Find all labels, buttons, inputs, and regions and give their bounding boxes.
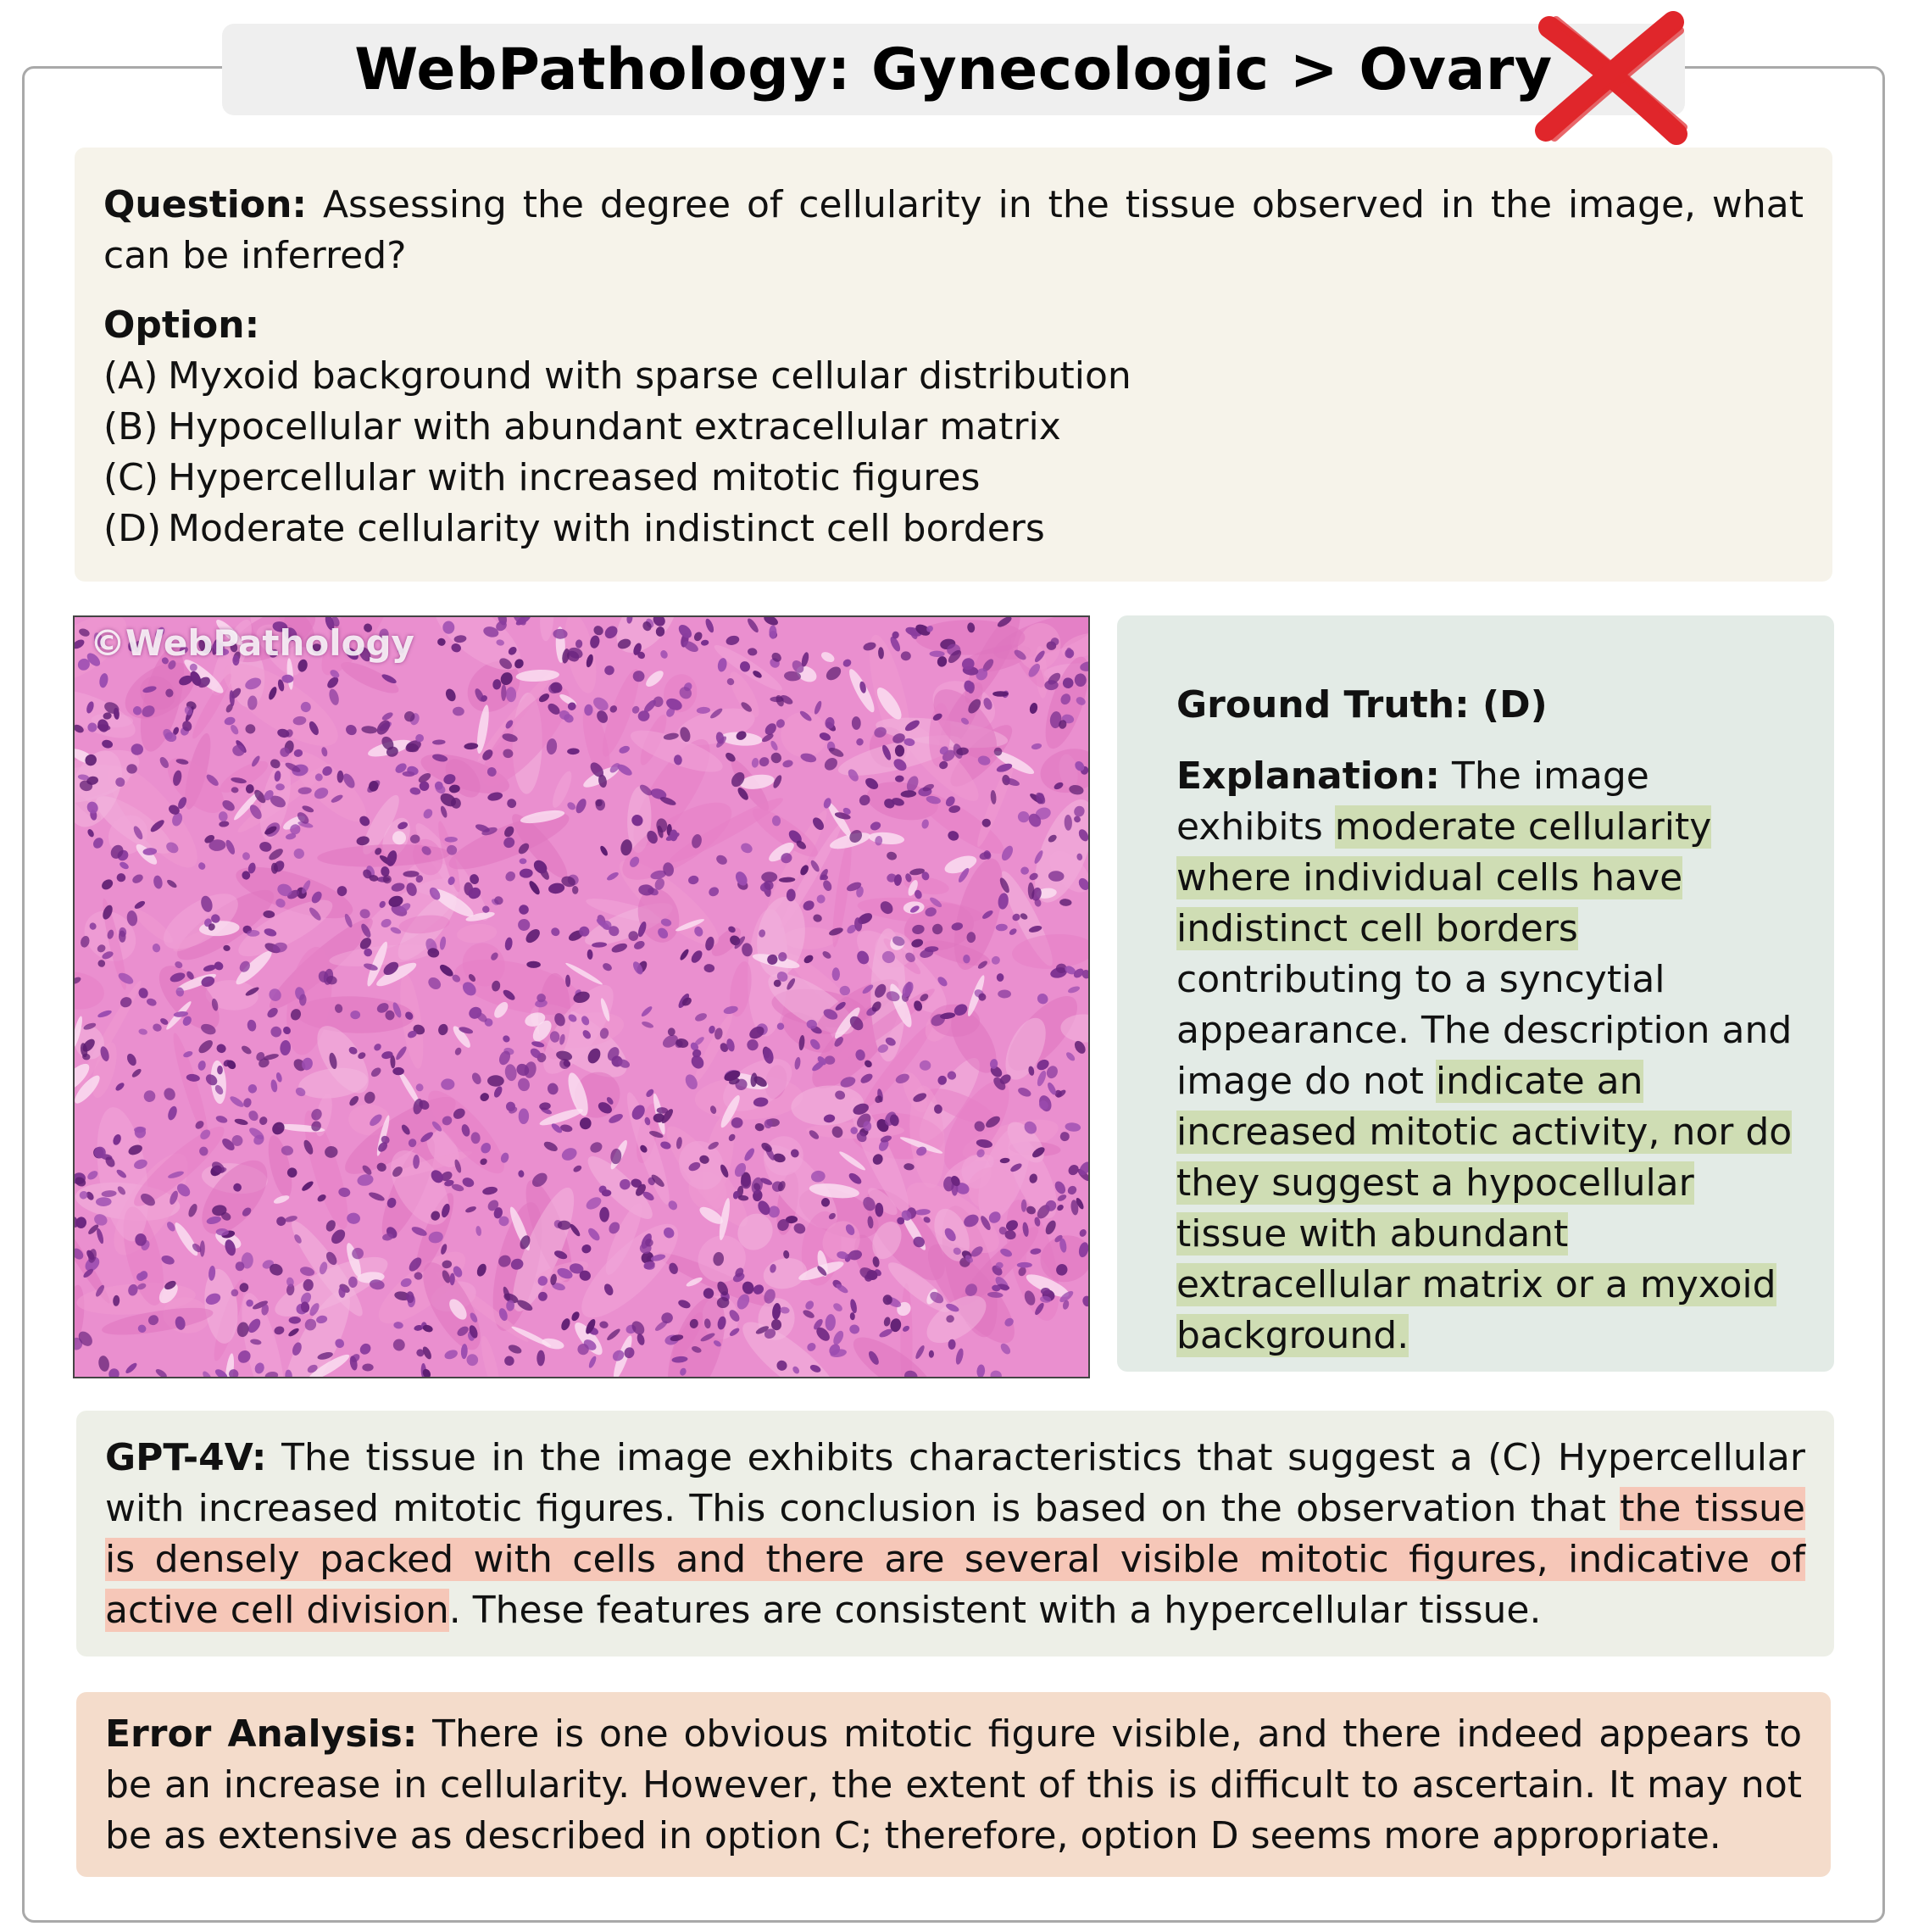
explanation-highlight: indicate an increased mitotic activity, … — [1176, 1060, 1793, 1357]
option-b: (B) Hypocellular with abundant extracellu… — [103, 402, 1804, 453]
ground-truth-label: Ground Truth: (D) — [1176, 680, 1800, 731]
image-watermark: ©WebPathology — [90, 622, 414, 664]
explanation-label: Explanation: — [1176, 754, 1440, 798]
option-a: (A) Myxoid background with sparse cellula… — [103, 351, 1804, 402]
question-panel: Question: Assessing the degree of cellul… — [75, 148, 1832, 582]
explanation-part: contributing to a syncytial appearance. … — [1176, 958, 1793, 1103]
gpt4v-part: . These features are consistent with a h… — [448, 1589, 1542, 1632]
option-key: (B) — [103, 405, 158, 448]
tissue-micrograph — [75, 617, 1088, 1377]
option-d: (D) Moderate cellularity with indistinct … — [103, 504, 1804, 554]
option-key: (D) — [103, 507, 162, 550]
error-analysis-panel: Error Analysis: There is one obvious mit… — [76, 1692, 1831, 1877]
title-bar: WebPathology: Gynecologic > Ovary — [222, 24, 1685, 115]
option-text: Hypocellular with abundant extracellular… — [168, 405, 1061, 448]
option-c: (C) Hypercellular with increased mitotic … — [103, 453, 1804, 504]
option-key: (A) — [103, 354, 158, 398]
explanation-part: The image exhibits — [1176, 754, 1649, 849]
question-body: Assessing the degree of cellularity in t… — [103, 183, 1804, 277]
question-label: Question: — [103, 183, 308, 226]
ground-truth-answer: Ground Truth: (D) — [1176, 683, 1548, 727]
gpt4v-part: The tissue in the image exhibits charact… — [105, 1436, 1805, 1530]
option-heading: Option: — [103, 303, 260, 347]
option-key: (C) — [103, 456, 159, 499]
error-analysis-body: There is one obvious mitotic figure visi… — [105, 1712, 1802, 1857]
question-text: Question: Assessing the degree of cellul… — [103, 180, 1804, 281]
explanation-text: Explanation: The image exhibits moderate… — [1176, 751, 1800, 1361]
option-text: Moderate cellularity with indistinct cel… — [168, 507, 1045, 550]
red-x-icon — [1535, 11, 1687, 145]
option-text: Myxoid background with sparse cellular d… — [168, 354, 1131, 398]
option-text: Hypercellular with increased mitotic fig… — [168, 456, 981, 499]
histology-image: ©WebPathology — [73, 615, 1090, 1378]
gpt4v-text: GPT-4V: The tissue in the image exhibits… — [105, 1433, 1805, 1636]
ground-truth-panel: Ground Truth: (D) Explanation: The image… — [1117, 615, 1834, 1372]
option-label: Option: — [103, 300, 1804, 351]
gpt4v-panel: GPT-4V: The tissue in the image exhibits… — [76, 1411, 1834, 1656]
error-analysis-label: Error Analysis: — [105, 1712, 418, 1756]
page-title: WebPathology: Gynecologic > Ovary — [354, 36, 1553, 103]
gpt4v-label: GPT-4V: — [105, 1436, 267, 1479]
error-analysis-text: Error Analysis: There is one obvious mit… — [105, 1709, 1802, 1862]
